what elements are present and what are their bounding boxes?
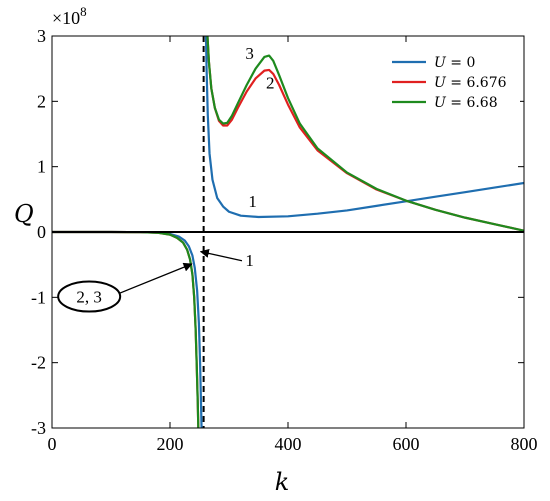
x-tick-label-400: 400 [275, 434, 302, 454]
x-tick-label-200: 200 [157, 434, 184, 454]
y-tick-label-3: 3 [37, 26, 46, 46]
legend-var-2: U [434, 75, 447, 91]
y-tick-label--1: -1 [31, 287, 46, 307]
series-line-2-segment-1 [52, 230, 200, 428]
legend-eq-1: = 0 [446, 55, 476, 71]
x-tick-label-800: 800 [511, 434, 538, 454]
annotation-ellipse-5 [57, 280, 122, 313]
series-line-3-segment-2 [206, 36, 524, 232]
curve-label-4: 1 [245, 251, 254, 270]
y-tick-label--2: -2 [31, 353, 46, 373]
curve-label-2: 2 [266, 73, 275, 92]
legend-label-1: U = 0 [434, 55, 475, 71]
y-exponent-base: ×10 [52, 8, 80, 28]
x-axis-label: k [275, 468, 290, 496]
legend-label-2: U = 6.676 [434, 75, 507, 91]
curve-label-3: 3 [245, 44, 254, 63]
y-tick-label--3: -3 [31, 418, 46, 438]
series-line-3-segment-1 [52, 230, 200, 428]
annotation-arrow-5 [110, 262, 193, 298]
y-tick-label-0: 0 [37, 222, 46, 242]
curve-label-5: 2, 3 [76, 288, 102, 307]
legend-eq-3: = 6.68 [446, 95, 498, 111]
y-tick-label-1: 1 [37, 157, 46, 177]
x-tick-label-600: 600 [393, 434, 420, 454]
annotations: 1 23 1 2, 3 [57, 44, 275, 313]
y-tick-label-2: 2 [37, 91, 46, 111]
annotation-arrow-4 [199, 248, 243, 262]
legend-label-3: U = 6.68 [434, 95, 498, 111]
y-exponent-power: 8 [80, 4, 87, 19]
y-axis-label: Q [14, 200, 34, 228]
series-line-1-segment-1 [52, 230, 203, 428]
legend-var-3: U [434, 95, 447, 111]
series-line-1-segment-2 [204, 36, 524, 219]
legend-var-1: U [434, 55, 447, 71]
y-exponent-label: ×108 [52, 4, 87, 28]
curve-label-1: 1 [248, 192, 257, 211]
legend-eq-2: = 6.676 [446, 75, 507, 91]
x-tick-label-0: 0 [48, 434, 57, 454]
reference-lines [52, 36, 524, 428]
